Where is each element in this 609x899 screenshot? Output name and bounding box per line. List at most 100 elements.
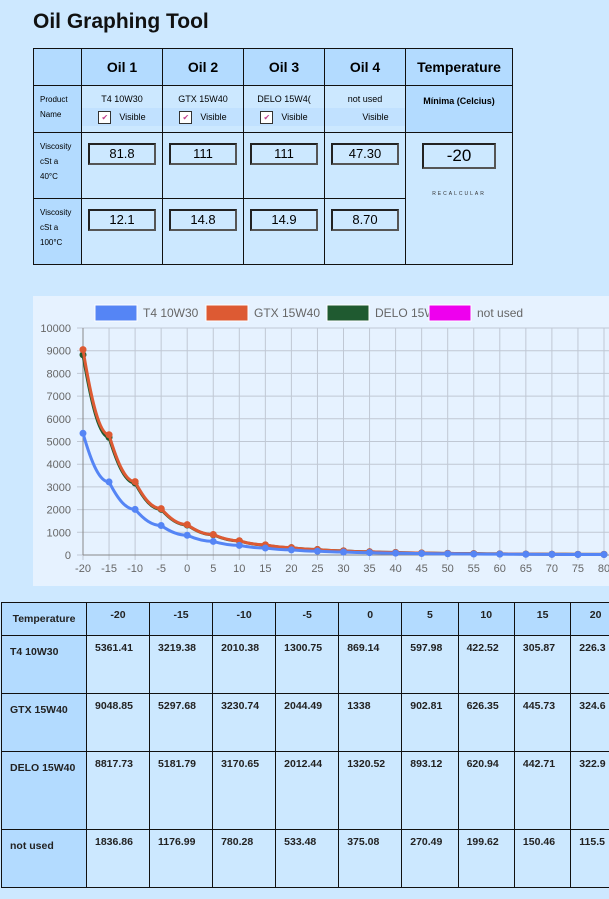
viscosity-value: 324.6 [570,693,609,752]
data-point [157,505,165,513]
viscosity-value: 115.5 [570,829,609,888]
viscosity-value: 5297.68 [149,693,214,752]
table-row: not used 1836.86 1176.99 780.28 533.48 375.08… [1,829,609,888]
data-point [183,531,191,539]
viscosity-value: 422.52 [457,635,515,694]
viscosity-value: 780.28 [212,829,277,888]
header-temperature: Temperature [405,48,513,86]
oil-4-v100-cell: 8.70 [324,198,406,265]
legend-swatch [94,304,138,322]
x-tick-label: 0 [184,563,190,575]
header-oil-4: Oil 4 [324,48,406,86]
visible-checkbox[interactable]: ✔ [260,110,274,124]
y-tick-label: 0 [65,550,71,562]
data-point [418,550,426,558]
data-point [79,346,87,354]
y-tick-label: 8000 [47,368,71,380]
viscosity-value: 626.35 [457,693,515,752]
viscosity-v40-input[interactable]: 111 [169,143,237,165]
viscosity-value: 9048.85 [85,693,151,752]
recalculate-button[interactable]: RECALCULAR [432,191,486,197]
data-point [340,548,347,556]
visible-label: Visible [119,112,146,122]
oil-3-product-cell: DELO 15W4(✔ Visible [243,85,325,133]
y-tick-label: 2000 [47,505,71,517]
viscosity-value: 2012.44 [275,751,340,830]
header-oil-1: Oil 1 [81,48,163,86]
temp-column-header: -10 [212,602,277,636]
viscosity-value: 1300.75 [275,635,340,694]
legend-label: not used [477,306,523,320]
viscosity-value: 533.48 [275,829,340,888]
legend-label: T4 10W30 [143,306,199,320]
temp-column-header: 15 [513,602,572,636]
x-tick-label: -15 [101,563,117,575]
viscosity-v100-input[interactable]: 14.8 [169,209,237,231]
data-point [287,546,295,554]
viscosity-value: 1176.99 [149,829,214,888]
legend-swatch [326,304,370,322]
visible-checkbox[interactable]: ✔ [98,110,112,124]
data-point [131,505,139,513]
y-tick-label: 7000 [47,391,71,403]
data-point [522,550,530,558]
x-tick-label: -10 [127,563,143,575]
visible-toggle[interactable]: ✔ Visible [163,108,243,126]
oil-3-v100-cell: 14.9 [243,198,325,265]
data-point [600,551,608,559]
visible-toggle[interactable]: ✔ Visible [82,108,162,126]
x-tick-label: 35 [363,563,375,575]
temp-column-header: 5 [401,602,459,636]
viscosity-value: 3219.38 [149,635,214,694]
oil-1-v40-cell: 81.8 [81,132,163,199]
legend-swatch [205,304,249,322]
viscosity-v40-input[interactable]: 47.30 [331,143,399,165]
y-tick-label: 5000 [47,437,71,449]
temperature-header: Temperature [1,602,87,636]
legend-swatch [428,304,472,322]
viscosity-value: 869.14 [338,635,403,694]
viscosity-100-label: Viscosity cSt a 100°C [33,198,82,265]
oil-row-header: T4 10W30 [1,635,87,694]
visible-toggle[interactable]: Visible [325,108,405,126]
y-tick-label: 9000 [47,346,71,358]
viscosity-v100-input[interactable]: 12.1 [88,209,156,231]
viscosity-value: 322.9 [570,751,609,830]
table-row: DELO 15W40 8817.73 5181.79 3170.65 2012.44 13… [1,751,609,830]
visible-toggle[interactable]: ✔ Visible [244,108,324,126]
viscosity-value: 375.08 [338,829,403,888]
viscosity-value: 620.94 [457,751,515,830]
oil-2-product-cell: GTX 15W40 ✔ Visible [162,85,244,133]
viscosity-value: 1320.52 [338,751,403,830]
viscosity-v40-input[interactable]: 111 [250,143,318,165]
data-point [105,478,113,486]
header-oil-3: Oil 3 [243,48,325,86]
viscosity-value: 270.49 [401,829,459,888]
viscosity-value: 597.98 [401,635,459,694]
viscosity-value: 8817.73 [85,751,151,830]
x-tick-label: 65 [520,563,532,575]
data-point [496,550,504,558]
visible-checkbox[interactable] [341,110,355,124]
viscosity-v100-input[interactable]: 8.70 [331,209,399,231]
data-point [157,521,165,529]
viscosity-v40-input[interactable]: 81.8 [88,143,156,165]
data-point [470,550,478,558]
viscosity-value: 199.62 [457,829,515,888]
viscosity-v100-input[interactable]: 14.9 [250,209,318,231]
y-tick-label: 4000 [47,459,71,471]
oil-1-v100-cell: 12.1 [81,198,163,265]
data-point [235,541,243,549]
oil-row-header: not used [1,829,87,888]
viscosity-value: 442.71 [513,751,572,830]
visible-checkbox[interactable]: ✔ [179,110,193,124]
x-tick-label: 60 [494,563,506,575]
viscosity-value: 445.73 [513,693,572,752]
y-tick-label: 3000 [47,482,71,494]
min-temp-input[interactable]: -20 [422,143,496,169]
temp-column-header: -20 [85,602,151,636]
viscosity-value: 1836.86 [85,829,151,888]
data-point [261,544,269,552]
data-point [574,550,582,558]
viscosity-value: 150.46 [513,829,572,888]
